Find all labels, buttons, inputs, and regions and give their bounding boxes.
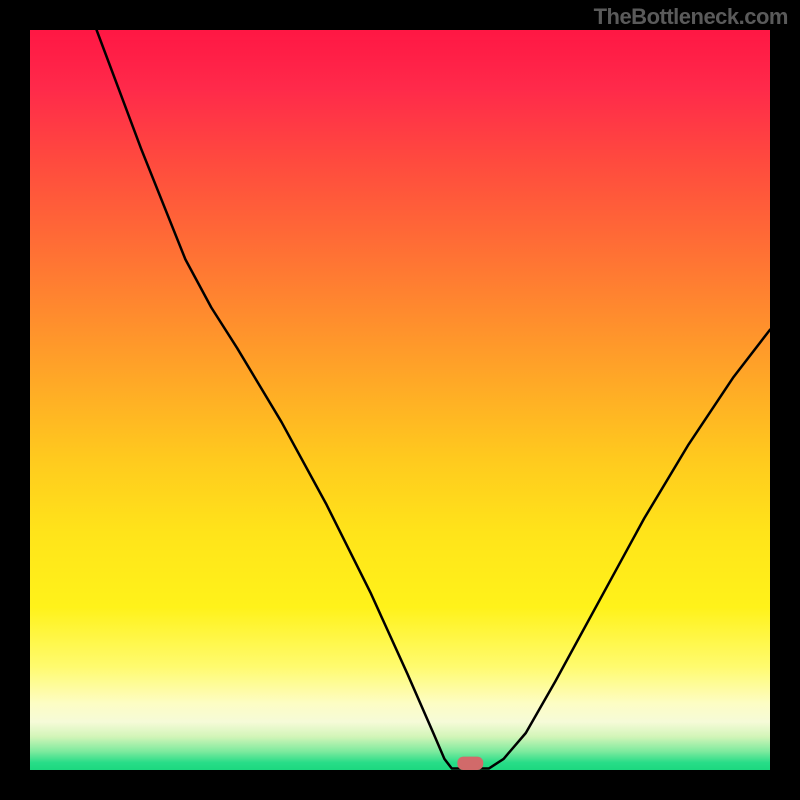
watermark-text: TheBottleneck.com <box>594 4 788 30</box>
chart-svg <box>0 0 800 800</box>
optimal-point-marker <box>457 757 483 770</box>
bottleneck-chart: TheBottleneck.com <box>0 0 800 800</box>
